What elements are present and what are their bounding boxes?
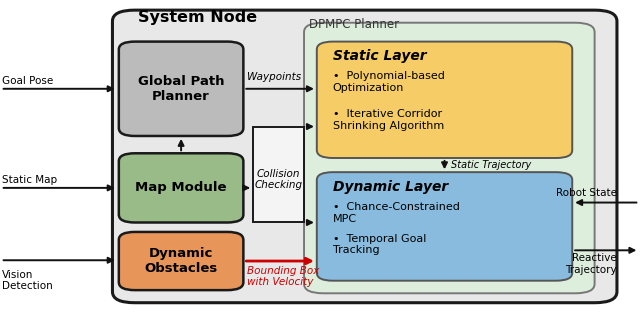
Text: Reactive
Trajectory: Reactive Trajectory — [565, 253, 617, 275]
FancyBboxPatch shape — [119, 232, 243, 290]
Text: Dynamic
Obstacles: Dynamic Obstacles — [145, 247, 218, 275]
FancyBboxPatch shape — [119, 42, 243, 136]
FancyBboxPatch shape — [113, 10, 617, 303]
Text: Static Trajectory: Static Trajectory — [451, 160, 531, 170]
Text: Goal Pose: Goal Pose — [2, 76, 53, 86]
Text: Waypoints: Waypoints — [246, 72, 301, 82]
Text: Dynamic Layer: Dynamic Layer — [333, 180, 448, 194]
FancyBboxPatch shape — [253, 126, 304, 222]
Text: Vision
Detection: Vision Detection — [2, 270, 52, 291]
Text: Map Module: Map Module — [135, 181, 227, 194]
Text: Global Path
Planner: Global Path Planner — [138, 75, 225, 103]
Text: •  Polynomial-based
Optimization: • Polynomial-based Optimization — [333, 71, 445, 93]
Text: Static Layer: Static Layer — [333, 50, 426, 64]
FancyBboxPatch shape — [317, 172, 572, 281]
Text: System Node: System Node — [138, 10, 257, 25]
Text: •  Temporal Goal
Tracking: • Temporal Goal Tracking — [333, 234, 426, 255]
Text: Collision
Checking: Collision Checking — [255, 168, 303, 190]
FancyBboxPatch shape — [317, 42, 572, 158]
Text: Static Map: Static Map — [2, 175, 57, 185]
Text: •  Iterative Corridor
Shrinking Algorithm: • Iterative Corridor Shrinking Algorithm — [333, 109, 444, 131]
FancyBboxPatch shape — [304, 23, 595, 293]
Text: DPMPC Planner: DPMPC Planner — [308, 18, 399, 31]
Text: •  Chance-Constrained
MPC: • Chance-Constrained MPC — [333, 202, 460, 224]
Text: Robot State: Robot State — [556, 188, 617, 198]
Text: Bounding Box
with Velocity: Bounding Box with Velocity — [246, 266, 319, 287]
FancyBboxPatch shape — [119, 153, 243, 222]
